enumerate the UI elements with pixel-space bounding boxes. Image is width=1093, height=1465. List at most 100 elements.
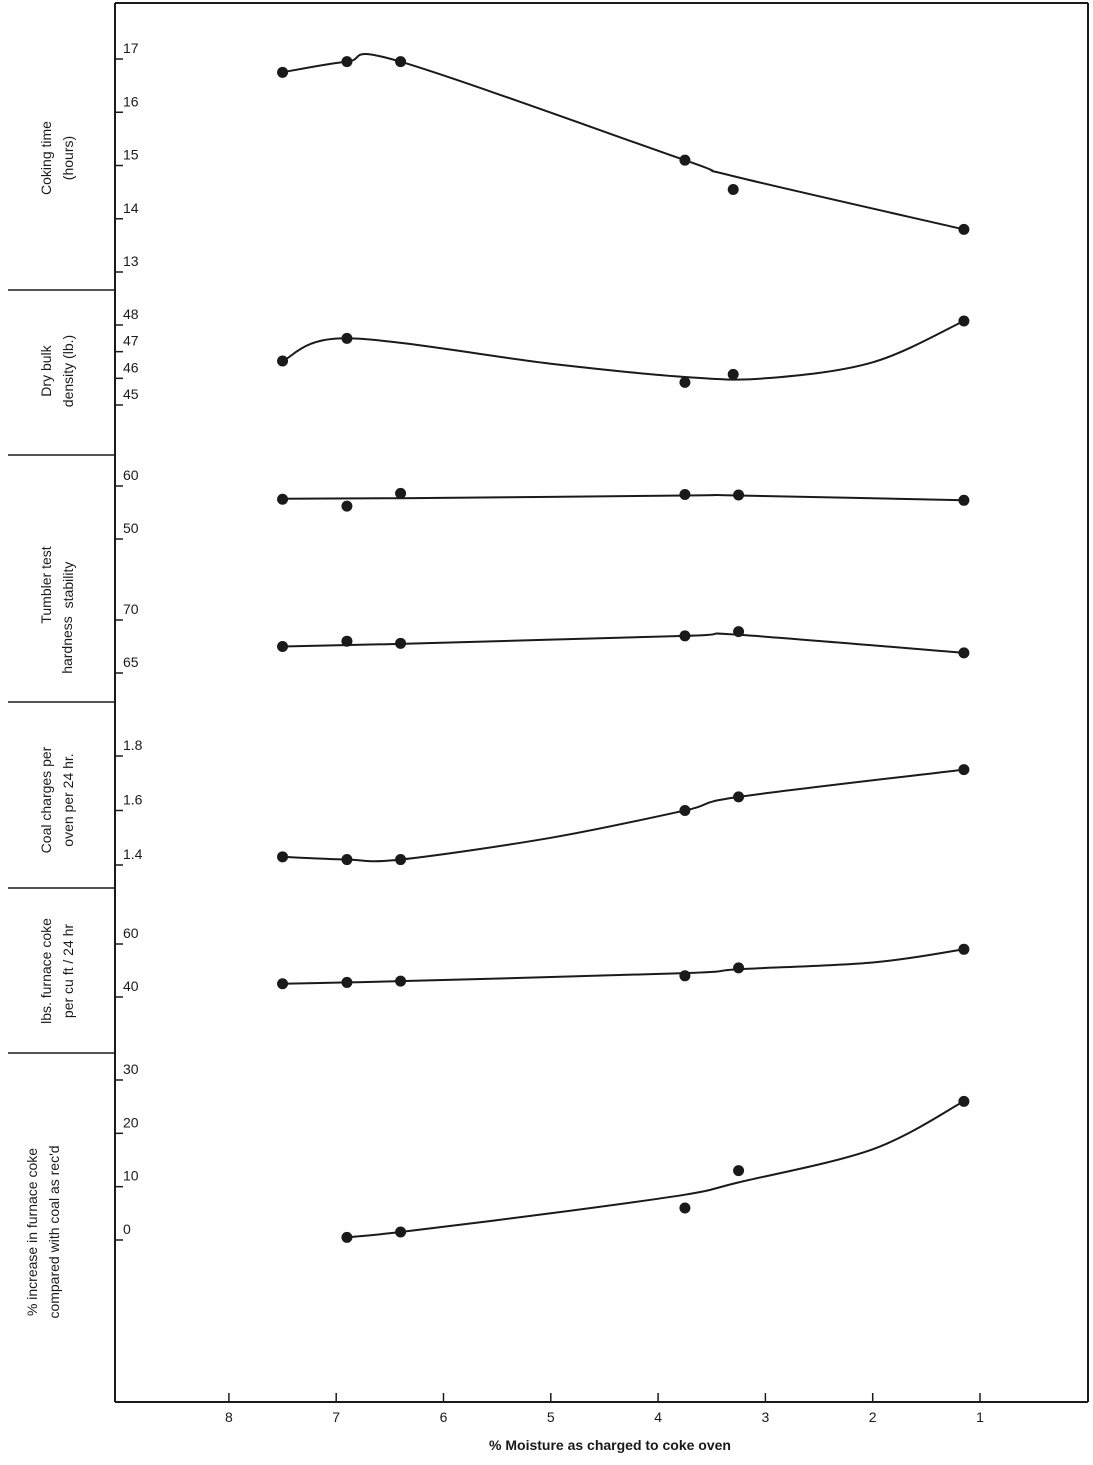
y-axis-label: stability xyxy=(60,562,76,609)
data-point xyxy=(395,56,407,68)
y-tick-label: 13 xyxy=(123,253,139,269)
data-point xyxy=(341,500,353,512)
data-point xyxy=(341,332,353,344)
panel-lbs-furnace-coke: 40 60 lbs. furnace coke per cu ft / 24 hr xyxy=(8,918,970,1054)
data-point xyxy=(733,1165,745,1177)
y-axis-label: Coking time xyxy=(38,121,54,195)
y-tick-label: 16 xyxy=(123,93,139,109)
y-tick-label: 17 xyxy=(123,40,139,56)
data-point xyxy=(277,641,289,652)
x-axis-label: % Moisture as charged to coke oven xyxy=(489,1437,731,1453)
x-tick-label: 6 xyxy=(440,1409,448,1425)
x-tick-label: 7 xyxy=(332,1409,340,1425)
data-point xyxy=(679,376,691,388)
series-line xyxy=(282,320,965,381)
data-point xyxy=(679,154,691,166)
y-tick-label: 10 xyxy=(123,1168,139,1184)
y-tick-label: 1.4 xyxy=(123,846,143,862)
data-point xyxy=(679,630,691,642)
y-tick-label: 30 xyxy=(123,1061,139,1077)
data-point xyxy=(733,489,745,501)
data-point xyxy=(395,975,407,987)
x-tick-label: 2 xyxy=(869,1409,877,1425)
y-axis-label: lbs. furnace coke xyxy=(38,918,54,1024)
y-tick-label: 15 xyxy=(123,147,139,163)
data-point xyxy=(277,355,289,367)
y-tick-label: 47 xyxy=(123,333,139,349)
chart-panels: 13 14 15 16 17 Coking time (hours) 45 46 47 48 Dry … xyxy=(8,40,970,1319)
y-tick-label: 20 xyxy=(123,1114,139,1130)
y-tick-label: 40 xyxy=(123,978,139,994)
data-point xyxy=(277,978,289,990)
y-tick-label: 50 xyxy=(123,520,139,536)
data-point xyxy=(958,223,970,235)
y-tick-label: 0 xyxy=(123,1221,131,1237)
data-point xyxy=(958,315,970,327)
data-point xyxy=(733,626,745,638)
data-point xyxy=(341,854,353,866)
x-axis: 8 7 6 5 4 3 2 1 xyxy=(225,1393,984,1425)
y-tick-label: 46 xyxy=(123,359,139,375)
y-tick-label: 65 xyxy=(123,654,139,670)
data-point xyxy=(395,854,407,866)
series-line xyxy=(282,52,965,231)
data-point xyxy=(679,1202,691,1214)
data-point xyxy=(395,1226,407,1238)
y-tick-label: 1.6 xyxy=(123,792,143,808)
y-axis-label: hardness xyxy=(59,616,75,674)
data-point xyxy=(277,66,289,78)
chart-frame xyxy=(114,2,1089,1403)
x-tick-label: 4 xyxy=(654,1409,662,1425)
y-axis-label: density (lb.) xyxy=(60,335,76,407)
panel-coal-charges: 1.4 1.6 1.8 Coal charges per oven per 24 hr. xyxy=(8,737,970,889)
y-axis-label: Dry bulk xyxy=(38,344,54,396)
panel-coking-time: 13 14 15 16 17 Coking time (hours) xyxy=(8,40,970,291)
x-tick-label: 5 xyxy=(547,1409,555,1425)
x-tick-label: 1 xyxy=(976,1409,984,1425)
series-line xyxy=(282,494,964,502)
data-point xyxy=(958,1095,970,1107)
series-line xyxy=(282,948,965,985)
data-point xyxy=(679,488,691,500)
y-axis-label: per cu ft / 24 hr xyxy=(60,924,76,1018)
data-point xyxy=(958,494,970,506)
series-line xyxy=(346,1100,965,1239)
data-point xyxy=(727,368,739,380)
y-axis-label: oven per 24 hr. xyxy=(60,753,76,846)
series-line xyxy=(282,632,964,654)
y-tick-label: 45 xyxy=(123,386,139,402)
panel-dry-bulk-density: 45 46 47 48 Dry bulk density (lb.) xyxy=(8,306,970,456)
data-point xyxy=(395,487,407,499)
data-point xyxy=(277,493,289,505)
data-point xyxy=(958,647,970,659)
data-point xyxy=(395,637,407,649)
y-axis-label: % increase in furnace coke xyxy=(24,1148,40,1316)
data-point xyxy=(733,962,745,974)
data-point xyxy=(958,764,970,776)
x-tick-label: 3 xyxy=(762,1409,770,1425)
data-point xyxy=(341,56,353,68)
panel-tumbler-stability: 50 60 Tumbler test stability xyxy=(38,467,970,624)
y-axis-label: Tumbler test xyxy=(38,546,54,623)
data-point xyxy=(341,1231,353,1243)
y-tick-label: 1.8 xyxy=(123,737,143,753)
y-axis-label: Coal charges per xyxy=(38,746,54,853)
y-axis-label: compared with coal as rec'd xyxy=(46,1145,62,1318)
y-tick-label: 48 xyxy=(123,306,139,322)
data-point xyxy=(727,183,739,195)
x-tick-label: 8 xyxy=(225,1409,233,1425)
data-point xyxy=(341,635,353,647)
y-tick-label: 60 xyxy=(123,467,139,483)
panel-pct-increase-furnace-coke: 0 10 20 30 % increase in furnace coke compare… xyxy=(24,1061,970,1319)
data-point xyxy=(679,970,691,982)
y-tick-label: 14 xyxy=(123,200,139,216)
series-line xyxy=(282,768,965,863)
data-point xyxy=(958,943,970,955)
data-point xyxy=(679,805,691,816)
y-tick-label: 60 xyxy=(123,925,139,941)
y-tick-label: 70 xyxy=(123,601,139,617)
y-axis-label: (hours) xyxy=(60,136,76,180)
panel-tumbler-hardness: 65 70 hardness xyxy=(8,601,970,703)
data-point xyxy=(341,976,353,988)
